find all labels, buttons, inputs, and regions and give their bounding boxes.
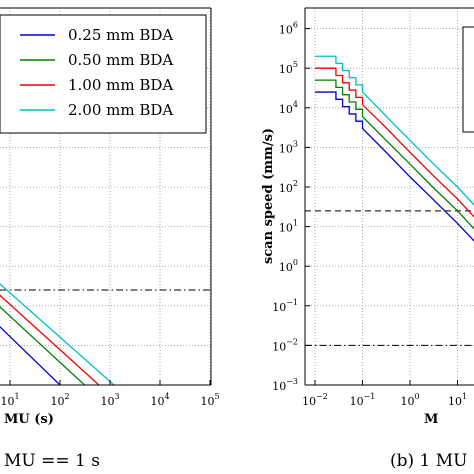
series-lines-b bbox=[315, 55, 474, 242]
x-axis-label-a: MU (s) bbox=[4, 412, 54, 427]
series-line-a-3 bbox=[0, 294, 100, 385]
legend-label: 0.25 mm BDA bbox=[68, 26, 173, 44]
y-tick-label: 106 bbox=[279, 21, 298, 37]
y-tick-label: 100 bbox=[279, 258, 298, 274]
x-ticks-b: 10−2 10−1 100 101 bbox=[302, 380, 467, 408]
legend-label: 2.00 mm BDA bbox=[68, 101, 173, 119]
y-axis-label-b: scan speed (mm/s) bbox=[261, 128, 276, 264]
x-axis-label-b: M bbox=[424, 412, 438, 427]
x-tick-label: 102 bbox=[50, 392, 69, 408]
legend-box-b bbox=[462, 26, 474, 133]
y-tick-label: 105 bbox=[279, 60, 298, 76]
x-ticks-a: 101 102 103 104 105 bbox=[0, 380, 220, 408]
x-tick-label: 101 bbox=[0, 392, 19, 408]
y-tick-label: 102 bbox=[279, 179, 298, 195]
y-tick-label: 103 bbox=[279, 139, 298, 155]
x-tick-label: 10−2 bbox=[302, 392, 328, 408]
chart-panel-a: 101 102 103 104 105 MU (s) MU == 1 s 0.25 mm… bbox=[0, 7, 220, 471]
legend-label: 0.50 mm BDA bbox=[68, 51, 173, 69]
gridlines-b bbox=[305, 8, 474, 386]
series-lines-a bbox=[0, 283, 115, 385]
y-tick-label: 104 bbox=[279, 100, 298, 116]
legend: 0.25 mm BDA 0.50 mm BDA 1.00 mm BDA 2.00 mm… bbox=[0, 14, 207, 134]
x-tick-label: 103 bbox=[100, 392, 119, 408]
series-line-b-2 bbox=[315, 79, 474, 230]
x-tick-label: 104 bbox=[150, 392, 169, 408]
caption-a: MU == 1 s bbox=[4, 451, 100, 471]
series-line-b-3 bbox=[315, 67, 474, 218]
y-tick-label: 10−1 bbox=[272, 298, 298, 314]
x-tick-label: 10−1 bbox=[350, 392, 376, 408]
series-line-a-2 bbox=[0, 306, 86, 385]
x-tick-label: 100 bbox=[400, 392, 419, 408]
legend-label: 1.00 mm BDA bbox=[68, 76, 173, 94]
x-tick-label: 101 bbox=[448, 392, 467, 408]
y-ticks-b: 10−3 10−2 10−1 100 101 102 103 104 105 106 bbox=[272, 21, 310, 393]
y-tick-label: 10−3 bbox=[272, 377, 298, 393]
caption-b: (b) 1 MU bbox=[390, 451, 468, 471]
series-line-b-1 bbox=[315, 91, 474, 242]
series-line-a-4 bbox=[0, 283, 115, 385]
series-line-a-1 bbox=[0, 325, 61, 385]
y-tick-label: 101 bbox=[279, 219, 298, 235]
y-tick-label: 10−2 bbox=[272, 337, 298, 353]
reference-lines-b bbox=[305, 210, 474, 346]
series-line-b-4 bbox=[315, 55, 474, 206]
x-tick-label: 105 bbox=[200, 392, 219, 408]
